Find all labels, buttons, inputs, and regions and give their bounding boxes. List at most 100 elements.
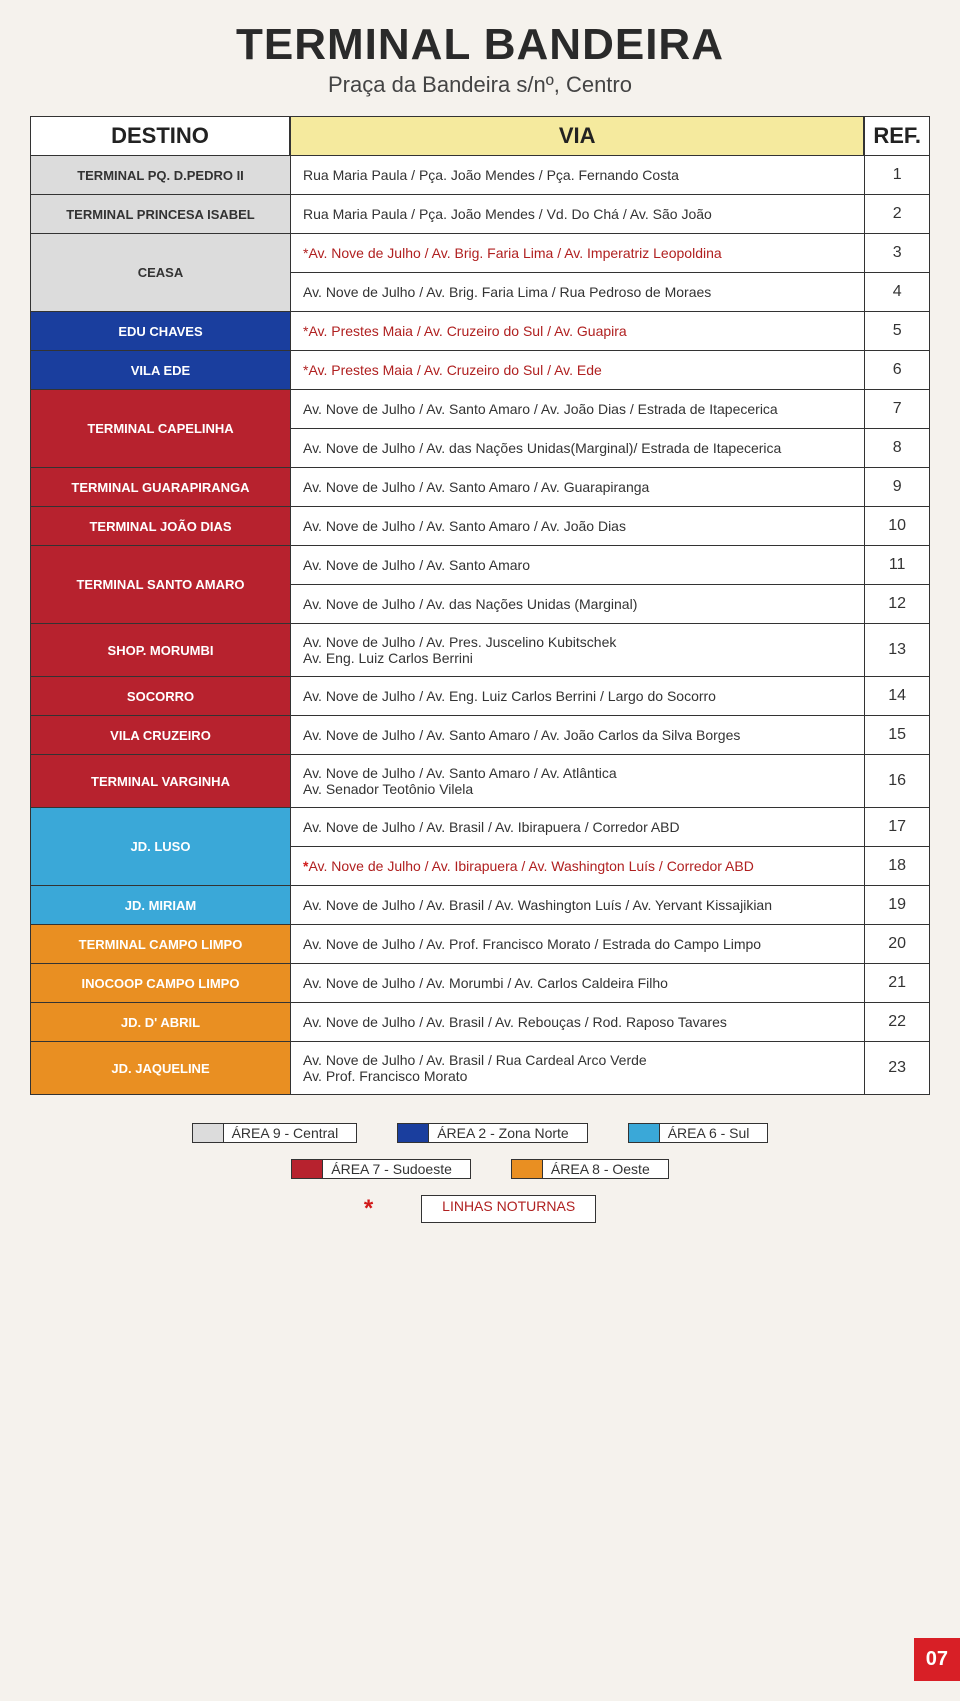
via-text: Av. Nove de Julho / Av. das Nações Unida… [303, 596, 637, 612]
legend-item: ÁREA 9 - Central [192, 1123, 358, 1143]
via-cell: *Av. Prestes Maia / Av. Cruzeiro do Sul … [290, 312, 864, 351]
via-text: *Av. Prestes Maia / Av. Cruzeiro do Sul … [303, 362, 602, 378]
via-text: Av. Nove de Julho / Av. Ibirapuera / Av.… [308, 858, 753, 874]
dest-cell: TERMINAL GUARAPIRANGA [30, 468, 290, 507]
via-cell: Av. Nove de Julho / Av. Brasil / Av. Reb… [290, 1003, 864, 1042]
via-cell: Av. Nove de Julho / Av. das Nações Unida… [290, 429, 864, 468]
via-text: Rua Maria Paula / Pça. João Mendes / Pça… [303, 167, 679, 183]
via-cell: Av. Nove de Julho / Av. Santo Amaro / Av… [290, 755, 864, 808]
legend-item: ÁREA 8 - Oeste [511, 1159, 669, 1179]
via-text: Av. Nove de Julho / Av. Brasil / Av. Reb… [303, 1014, 727, 1030]
via-cell: Av. Nove de Julho / Av. Santo Amaro / Av… [290, 716, 864, 755]
dest-cell: SHOP. MORUMBI [30, 624, 290, 677]
legend-label: ÁREA 8 - Oeste [543, 1159, 669, 1179]
legend-row: ÁREA 9 - Central ÁREA 2 - Zona Norte ÁREA … [30, 1123, 930, 1143]
legend: ÁREA 9 - Central ÁREA 2 - Zona Norte ÁREA … [30, 1123, 930, 1223]
ref-cell: 4 [864, 273, 930, 312]
table-row: VILA EDE *Av. Prestes Maia / Av. Cruzeiro… [30, 351, 930, 390]
legend-swatch [397, 1123, 429, 1143]
table-row: JD. D' ABRILAv. Nove de Julho / Av. Bras… [30, 1003, 930, 1042]
via-text: Av. Nove de Julho / Av. Pres. Juscelino … [303, 634, 616, 650]
dest-cell: VILA EDE [30, 351, 290, 390]
legend-label: ÁREA 9 - Central [224, 1123, 358, 1143]
page-subtitle: Praça da Bandeira s/nº, Centro [30, 72, 930, 98]
via-text: Av. Prof. Francisco Morato [303, 1068, 852, 1084]
table-row: JD. MIRIAM Av. Nove de Julho / Av. Brasil… [30, 886, 930, 925]
via-cell: Av. Nove de Julho / Av. Morumbi / Av. Ca… [290, 964, 864, 1003]
table-row: TERMINAL PRINCESA ISABELRua Maria Paula … [30, 195, 930, 234]
ref-cell: 1 [864, 156, 930, 195]
via-text: Av. Nove de Julho / Av. Santo Amaro / Av… [303, 727, 740, 743]
via-text: Av. Nove de Julho / Av. Morumbi / Av. Ca… [303, 975, 668, 991]
via-cell: Av. Nove de Julho / Av. Brasil / Av. Was… [290, 886, 864, 925]
ref-cell: 11 [864, 546, 930, 585]
ref-cell: 13 [864, 624, 930, 677]
ref-cell: 17 [864, 808, 930, 847]
via-text: Av. Nove de Julho / Av. Santo Amaro / Av… [303, 518, 626, 534]
dest-cell: TERMINAL CAMPO LIMPO [30, 925, 290, 964]
page-number: 07 [914, 1638, 960, 1681]
via-text: *Av. Nove de Julho / Av. Brig. Faria Lim… [303, 245, 722, 261]
dest-cell: JD. MIRIAM [30, 886, 290, 925]
dest-cell: EDU CHAVES [30, 312, 290, 351]
dest-cell: JD. JAQUELINE [30, 1042, 290, 1095]
header-destino: DESTINO [30, 116, 290, 156]
ref-cell: 21 [864, 964, 930, 1003]
ref-cell: 22 [864, 1003, 930, 1042]
star-icon: * [364, 1195, 373, 1223]
via-text: Av. Nove de Julho / Av. Brasil / Rua Car… [303, 1052, 647, 1068]
ref-cell: 16 [864, 755, 930, 808]
via-text: *Av. Prestes Maia / Av. Cruzeiro do Sul … [303, 323, 627, 339]
legend-item: ÁREA 7 - Sudoeste [291, 1159, 471, 1179]
dest-cell: VILA CRUZEIRO [30, 716, 290, 755]
via-cell: Av. Nove de Julho / Av. Pres. Juscelino … [290, 624, 864, 677]
via-text: Av. Nove de Julho / Av. Brig. Faria Lima… [303, 284, 711, 300]
dest-cell: CEASA [30, 234, 290, 312]
dest-cell: TERMINAL SANTO AMARO [30, 546, 290, 624]
routes-table: DESTINO VIA REF. TERMINAL PQ. D.PEDRO II… [30, 116, 930, 1095]
ref-cell: 5 [864, 312, 930, 351]
ref-cell: 2 [864, 195, 930, 234]
header-ref: REF. [864, 116, 930, 156]
dest-cell: SOCORRO [30, 677, 290, 716]
via-cell: Rua Maria Paula / Pça. João Mendes / Pça… [290, 156, 864, 195]
via-cell: Av. Nove de Julho / Av. das Nações Unida… [290, 585, 864, 624]
via-cell: Av. Nove de Julho / Av. Brasil / Av. Ibi… [290, 808, 864, 847]
legend-label: ÁREA 6 - Sul [660, 1123, 769, 1143]
via-text: Av. Eng. Luiz Carlos Berrini [303, 650, 852, 666]
table-row: JD. LUSOAv. Nove de Julho / Av. Brasil /… [30, 808, 930, 847]
via-cell: *Av. Nove de Julho / Av. Brig. Faria Lim… [290, 234, 864, 273]
via-cell: *Av. Prestes Maia / Av. Cruzeiro do Sul … [290, 351, 864, 390]
legend-swatch [192, 1123, 224, 1143]
legend-label: ÁREA 7 - Sudoeste [323, 1159, 471, 1179]
legend-swatch [628, 1123, 660, 1143]
ref-cell: 19 [864, 886, 930, 925]
legend-night-label: LINHAS NOTURNAS [421, 1195, 596, 1223]
table-row: TERMINAL GUARAPIRANGA Av. Nove de Julho /… [30, 468, 930, 507]
ref-cell: 3 [864, 234, 930, 273]
table-row: TERMINAL CAPELINHAAv. Nove de Julho / Av… [30, 390, 930, 429]
via-text: Av. Nove de Julho / Av. Santo Amaro / Av… [303, 401, 778, 417]
dest-cell: TERMINAL VARGINHA [30, 755, 290, 808]
via-cell: Av. Nove de Julho / Av. Santo Amaro [290, 546, 864, 585]
table-row: SOCORRO Av. Nove de Julho / Av. Eng. Luiz… [30, 677, 930, 716]
table-row: JD. JAQUELINE Av. Nove de Julho / Av. Bra… [30, 1042, 930, 1095]
legend-label: ÁREA 2 - Zona Norte [429, 1123, 588, 1143]
via-cell: *Av. Nove de Julho / Av. Ibirapuera / Av… [290, 847, 864, 886]
ref-cell: 23 [864, 1042, 930, 1095]
via-text: Rua Maria Paula / Pça. João Mendes / Vd.… [303, 206, 712, 222]
ref-cell: 15 [864, 716, 930, 755]
via-text: Av. Nove de Julho / Av. Santo Amaro / Av… [303, 479, 649, 495]
table-row: EDU CHAVES *Av. Prestes Maia / Av. Cruzei… [30, 312, 930, 351]
via-text: Av. Nove de Julho / Av. Santo Amaro [303, 557, 530, 573]
table-row: TERMINAL PQ. D.PEDRO IIRua Maria Paula /… [30, 156, 930, 195]
via-cell: Rua Maria Paula / Pça. João Mendes / Vd.… [290, 195, 864, 234]
via-text: Av. Nove de Julho / Av. Brasil / Av. Was… [303, 897, 772, 913]
ref-cell: 9 [864, 468, 930, 507]
legend-row: ÁREA 7 - Sudoeste ÁREA 8 - Oeste [30, 1159, 930, 1179]
table-row: TERMINAL CAMPO LIMPOAv. Nove de Julho / … [30, 925, 930, 964]
legend-swatch [291, 1159, 323, 1179]
ref-cell: 7 [864, 390, 930, 429]
dest-cell: TERMINAL JOÃO DIAS [30, 507, 290, 546]
via-text: Av. Nove de Julho / Av. Eng. Luiz Carlos… [303, 688, 716, 704]
